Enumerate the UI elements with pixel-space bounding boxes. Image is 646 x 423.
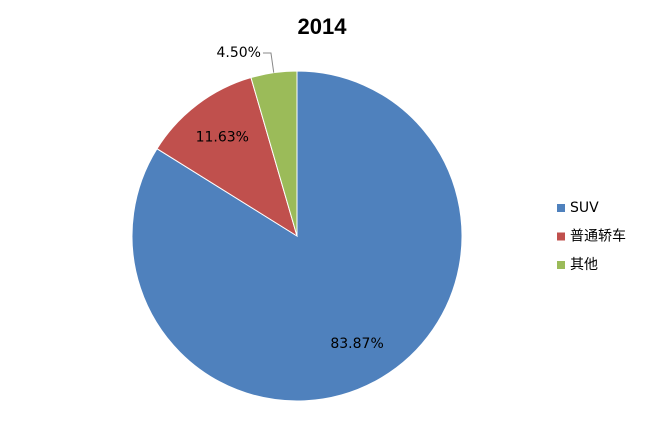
legend-label: 普通轿车 [570, 228, 626, 245]
legend-swatch [557, 232, 565, 241]
legend-swatch [557, 204, 565, 212]
legend-label: 其他 [570, 257, 598, 273]
leader-line [262, 52, 275, 73]
legend-label: SUV [570, 200, 599, 216]
data-label: 4.50% [216, 45, 260, 61]
legend-swatch [557, 261, 565, 269]
pie-slice [250, 70, 298, 237]
data-label: 11.63% [196, 129, 249, 145]
data-label: 83.87% [330, 336, 383, 352]
chart-title: 2014 [298, 14, 348, 39]
